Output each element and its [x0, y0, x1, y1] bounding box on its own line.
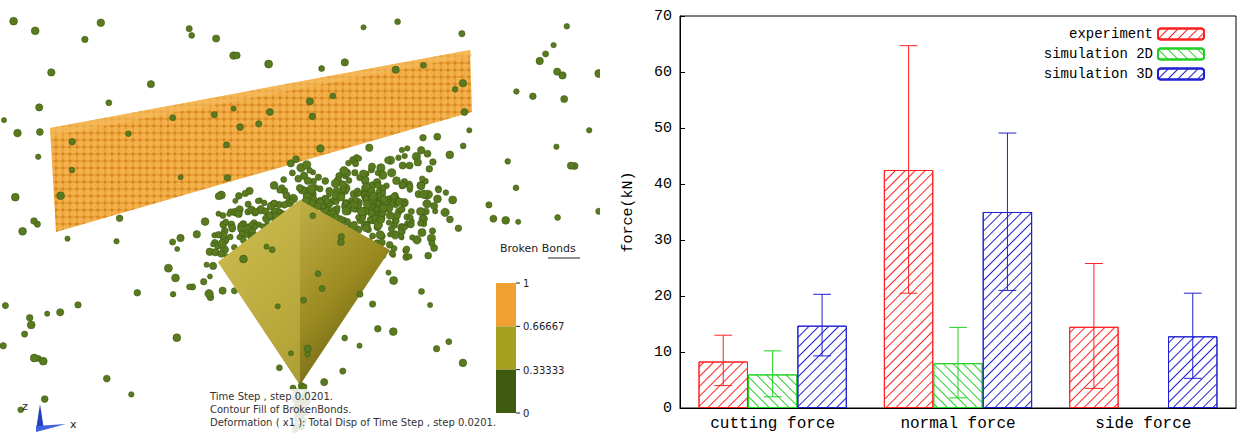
svg-text:Contour Fill of BrokenBonds.: Contour Fill of BrokenBonds.	[210, 404, 351, 415]
svg-text:0.66667: 0.66667	[523, 321, 564, 332]
svg-text:cutting force: cutting force	[710, 415, 835, 433]
svg-text:0: 0	[663, 400, 672, 417]
svg-text:x: x	[70, 418, 77, 431]
svg-text:Broken Bonds: Broken Bonds	[500, 242, 576, 255]
svg-text:10: 10	[654, 344, 672, 361]
svg-text:30: 30	[654, 232, 672, 249]
svg-text:20: 20	[654, 288, 672, 305]
svg-text:0.33333: 0.33333	[523, 365, 564, 376]
svg-text:70: 70	[654, 8, 672, 25]
svg-text:simulation 2D: simulation 2D	[1044, 46, 1153, 62]
svg-text:side force: side force	[1095, 415, 1191, 433]
svg-text:40: 40	[654, 176, 672, 193]
svg-text:50: 50	[654, 120, 672, 137]
svg-text:1: 1	[523, 278, 529, 289]
svg-text:0: 0	[523, 408, 529, 419]
svg-text:normal force: normal force	[900, 415, 1015, 433]
svg-text:simulation 3D: simulation 3D	[1044, 66, 1153, 82]
svg-text:force(kN): force(kN)	[620, 171, 637, 252]
svg-text:experiment: experiment	[1069, 26, 1153, 42]
svg-text:Time Step , step 0.0201.: Time Step , step 0.0201.	[209, 391, 333, 402]
svg-text:z: z	[22, 400, 28, 413]
svg-text:Deformation ( x1 ): Total Disp: Deformation ( x1 ): Total Disp of Time S…	[210, 417, 496, 428]
svg-text:60: 60	[654, 64, 672, 81]
